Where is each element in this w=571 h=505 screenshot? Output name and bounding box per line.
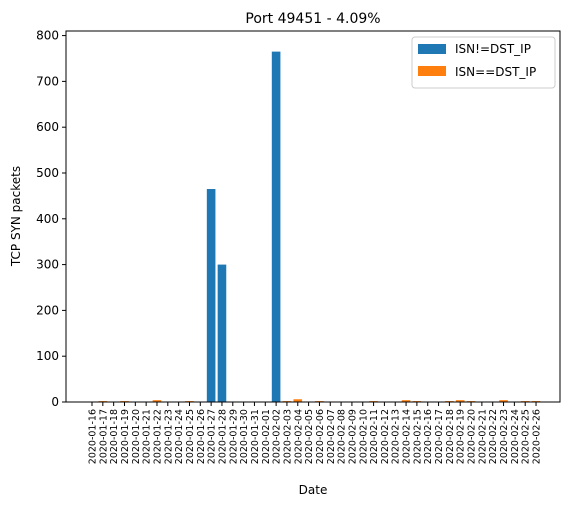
x-tick-label: 2020-02-01 bbox=[261, 409, 272, 464]
x-tick-label: 2020-02-23 bbox=[499, 409, 510, 464]
y-axis: 0 100 200 300 400 500 600 700 800 bbox=[36, 29, 66, 409]
x-tick-label: 2020-02-13 bbox=[391, 409, 402, 464]
y-tick-label: 800 bbox=[36, 29, 59, 43]
legend: ISN!=DST_IP ISN==DST_IP bbox=[411, 36, 556, 89]
bar-isn-ne-dst bbox=[271, 51, 281, 402]
chart-title: Port 49451 - 4.09% bbox=[245, 11, 380, 27]
x-tick-label: 2020-02-25 bbox=[521, 409, 532, 464]
x-tick-label: 2020-01-25 bbox=[185, 409, 196, 464]
x-tick-label: 2020-01-24 bbox=[174, 409, 185, 464]
bar-isn-eq-dst bbox=[293, 399, 303, 402]
bar-isn-eq-dst bbox=[455, 400, 465, 402]
x-tick-label: 2020-02-05 bbox=[304, 409, 315, 464]
y-tick-label: 300 bbox=[36, 258, 59, 272]
x-tick-label: 2020-01-17 bbox=[98, 409, 109, 464]
bar-isn-ne-dst bbox=[217, 264, 227, 402]
x-tick-label: 2020-02-06 bbox=[315, 409, 326, 464]
x-tick-label: 2020-02-07 bbox=[326, 409, 337, 464]
x-tick-label: 2020-01-29 bbox=[228, 409, 239, 464]
x-tick-label: 2020-01-28 bbox=[217, 409, 228, 464]
x-tick-label: 2020-02-12 bbox=[380, 409, 391, 464]
x-tick-label: 2020-01-21 bbox=[142, 409, 153, 464]
bar-isn-ne-dst bbox=[206, 189, 216, 402]
x-tick-label: 2020-01-30 bbox=[239, 409, 250, 464]
x-tick-label: 2020-01-23 bbox=[163, 409, 174, 464]
y-tick-label: 600 bbox=[36, 120, 59, 134]
legend-label-isn-eq-dst: ISN==DST_IP bbox=[455, 65, 536, 79]
x-tick-label: 2020-02-17 bbox=[434, 409, 445, 464]
x-tick-label: 2020-02-16 bbox=[423, 409, 434, 464]
x-tick-label: 2020-01-16 bbox=[88, 409, 99, 464]
y-axis-label: TCP SYN packets bbox=[9, 166, 23, 267]
x-tick-label: 2020-02-22 bbox=[488, 409, 499, 464]
x-tick-label: 2020-02-19 bbox=[456, 409, 467, 464]
x-tick-label: 2020-01-20 bbox=[131, 409, 142, 464]
x-axis: 2020-01-16 2020-01-17 2020-01-18 2020-01-19… bbox=[88, 402, 543, 464]
x-tick-label: 2020-02-03 bbox=[282, 409, 293, 464]
legend-swatch-isn-ne-dst bbox=[418, 44, 446, 54]
y-tick-label: 400 bbox=[36, 212, 59, 226]
x-tick-label: 2020-02-24 bbox=[510, 409, 521, 464]
x-tick-label: 2020-01-31 bbox=[250, 409, 261, 464]
x-tick-label: 2020-01-19 bbox=[120, 409, 131, 464]
x-tick-label: 2020-02-26 bbox=[532, 409, 543, 464]
y-tick-label: 100 bbox=[36, 349, 59, 363]
x-tick-label: 2020-02-18 bbox=[445, 409, 456, 464]
x-tick-label: 2020-01-26 bbox=[196, 409, 207, 464]
legend-box bbox=[411, 36, 556, 89]
x-tick-label: 2020-02-02 bbox=[272, 409, 283, 464]
x-tick-label: 2020-02-11 bbox=[369, 409, 380, 464]
bar-isn-eq-dst bbox=[499, 400, 508, 402]
x-tick-label: 2020-02-14 bbox=[402, 409, 413, 464]
y-tick-label: 0 bbox=[51, 395, 59, 409]
x-tick-label: 2020-02-09 bbox=[347, 409, 358, 464]
legend-label-isn-ne-dst: ISN!=DST_IP bbox=[455, 42, 531, 56]
x-tick-label: 2020-02-04 bbox=[293, 409, 304, 464]
x-tick-label: 2020-02-10 bbox=[358, 409, 369, 464]
x-tick-label: 2020-01-18 bbox=[109, 409, 120, 464]
y-tick-label: 200 bbox=[36, 303, 59, 317]
y-tick-label: 500 bbox=[36, 166, 59, 180]
x-tick-label: 2020-02-20 bbox=[467, 409, 478, 464]
legend-swatch-isn-eq-dst bbox=[418, 66, 446, 76]
x-tick-label: 2020-01-27 bbox=[207, 409, 218, 464]
x-tick-label: 2020-02-08 bbox=[337, 409, 348, 464]
plot-frame bbox=[65, 30, 561, 403]
x-tick-label: 2020-02-21 bbox=[477, 409, 488, 464]
bar-isn-eq-dst bbox=[152, 400, 162, 402]
x-tick-label: 2020-02-15 bbox=[412, 409, 423, 464]
x-axis-label: Date bbox=[299, 483, 328, 497]
y-tick-label: 700 bbox=[36, 74, 59, 88]
bar-isn-eq-dst bbox=[401, 400, 411, 402]
x-tick-label: 2020-01-22 bbox=[152, 409, 163, 464]
